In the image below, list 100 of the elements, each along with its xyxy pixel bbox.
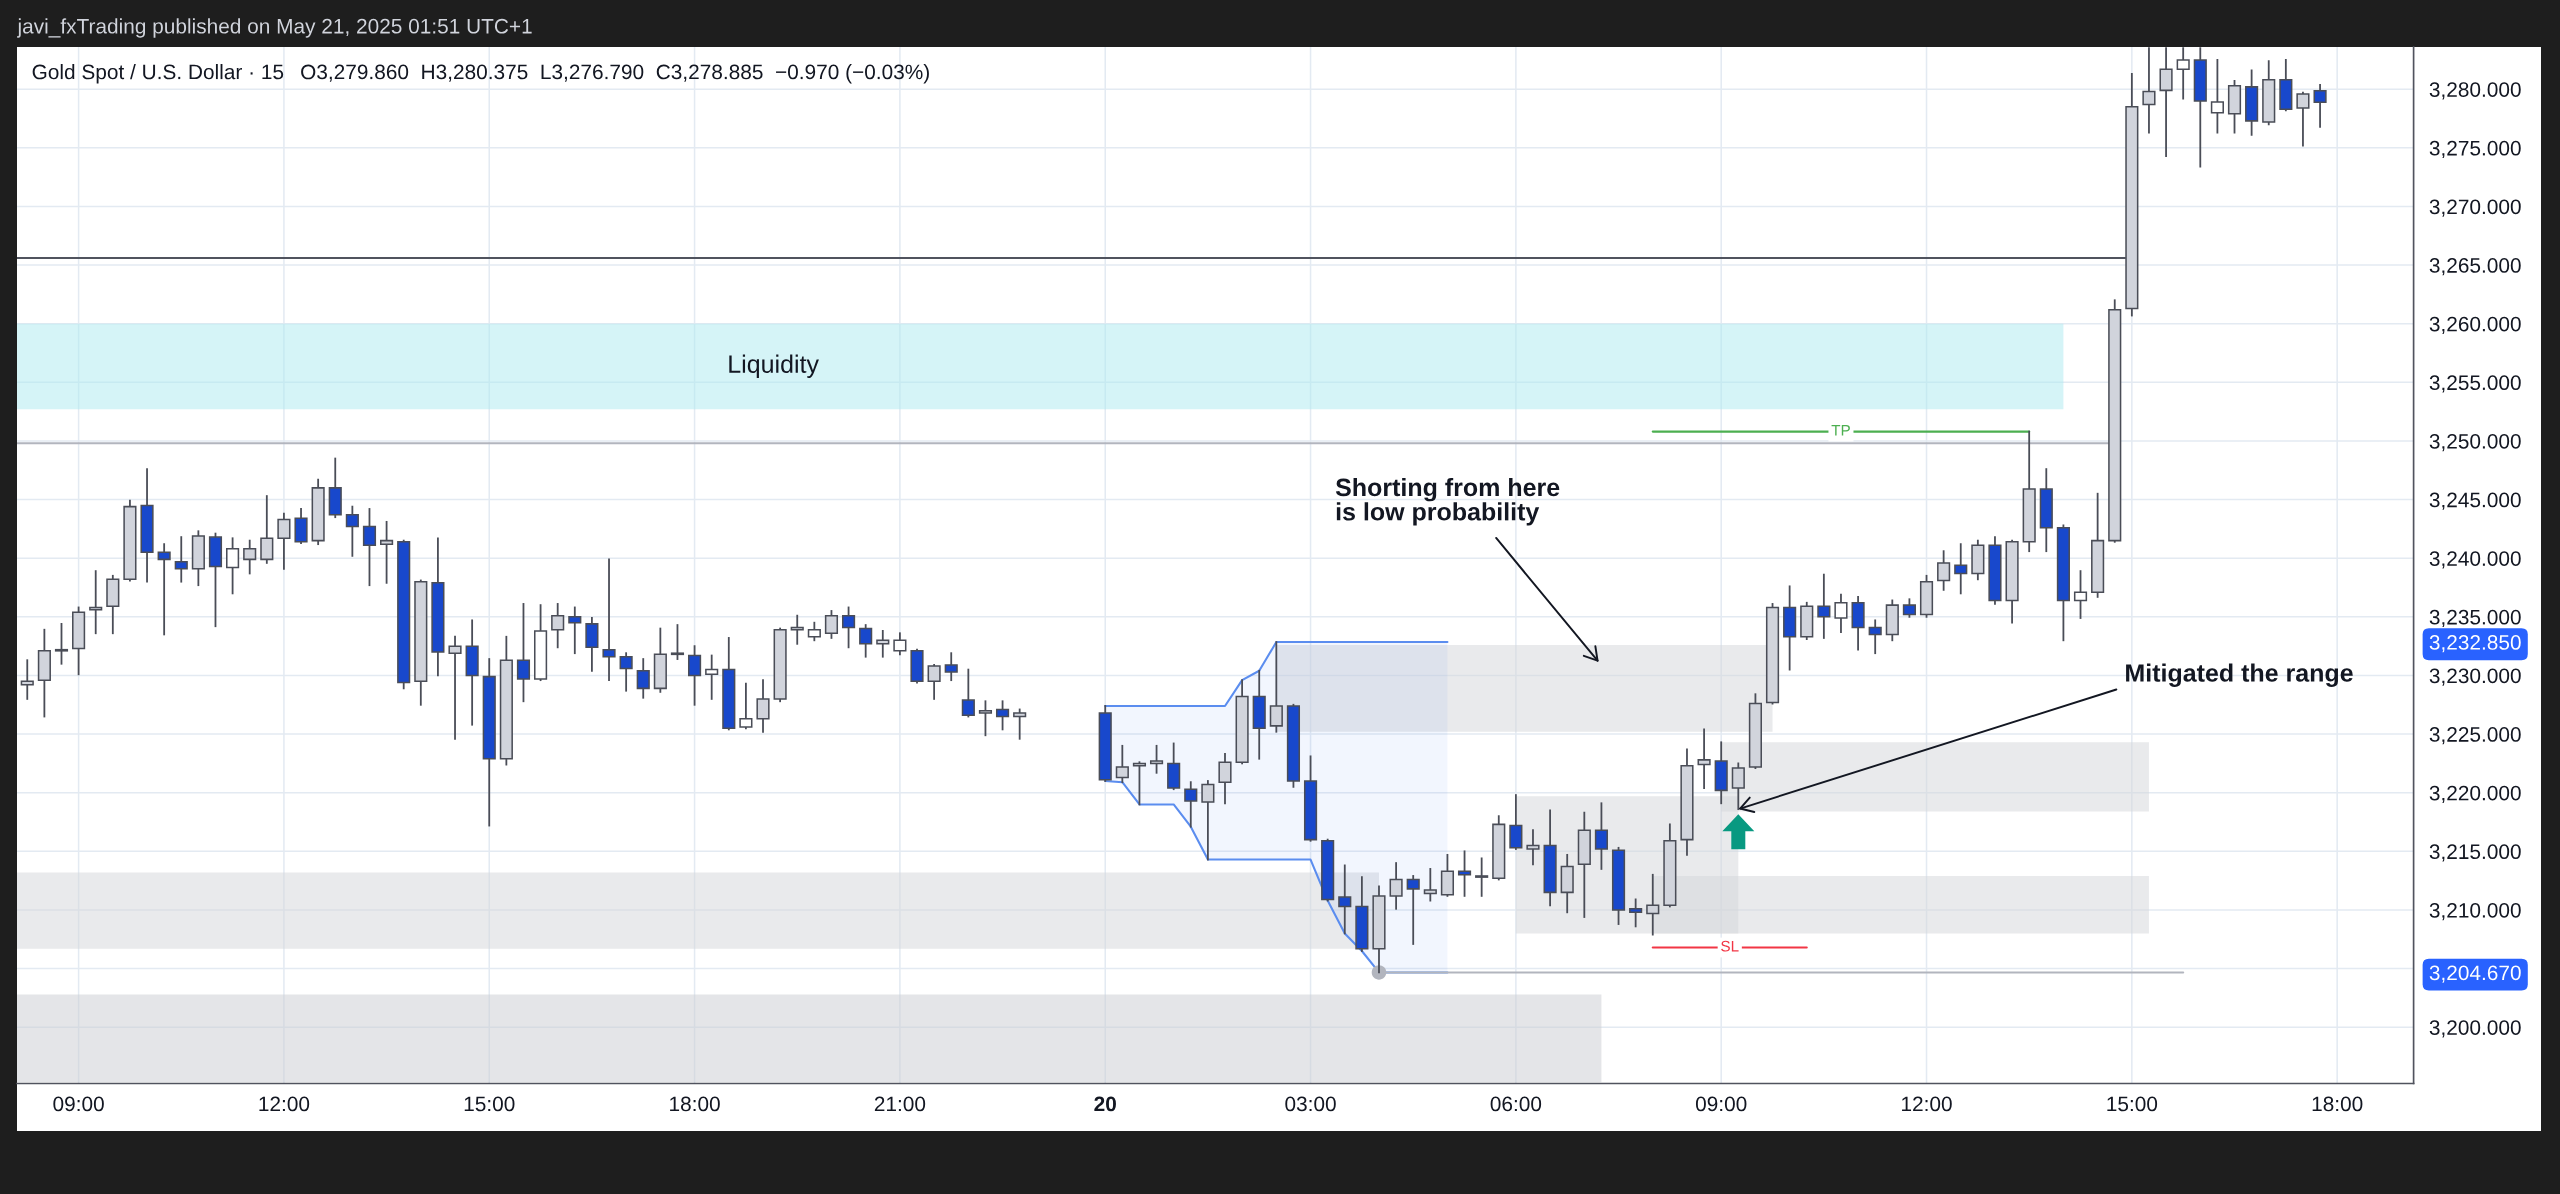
line-series [1104,641,1449,707]
y-tick-label: 3,220.000 [2429,785,2521,803]
y-tick-label: 3,245.000 [2429,492,2521,510]
text: Gold Spot / U.S. Dollar · 15 [32,63,284,84]
annotation: Liquidity [729,354,819,378]
candlestick [1440,853,1455,897]
candlestick [670,624,685,660]
candlestick [1475,857,1489,897]
candlestick [568,606,582,655]
y-tick-label: 3,215.000 [2429,844,2521,862]
candlestick [602,558,616,682]
candlestick [226,537,240,595]
candlestick [687,645,702,706]
candlestick [1526,829,1540,866]
candlestick [1269,641,1283,733]
x-tick-label: 21:00 [874,1096,926,1112]
candlestick [2210,58,2224,134]
y-tick-label: 3,225.000 [2429,727,2521,745]
candlestick [1389,862,1403,910]
candlestick [1013,708,1027,740]
series-label: SL [1721,940,1739,952]
y-tick-label: 3,232.850 [2429,635,2521,653]
x-tick-label: 18:00 [2312,1096,2363,1112]
y-tick-label: 3,230.000 [2429,668,2521,686]
candlestick [1834,593,1848,633]
candlestick [516,603,531,703]
candlestick [1149,744,1164,774]
candlestick [927,664,941,700]
candlestick [636,658,650,699]
candlestick [1646,873,1660,936]
x-tick-label: 12:00 [259,1096,310,1112]
y-tick-label: 3,240.000 [2429,551,2521,569]
y-tick-label: 3,200.000 [2429,1020,2521,1038]
candlestick [1594,802,1609,870]
text: javi_fxTrading published on May 21, 2025 01:51 UTC+1 [16,18,532,38]
y-tick-label: 3,204.670 [2429,965,2521,983]
y-tick-label: 3,250.000 [2429,433,2521,452]
candlestick [1509,794,1523,850]
x-tick-label: 12:00 [1902,1096,1952,1112]
candlestick [243,539,257,575]
candlestick [739,682,753,730]
y-tick-label: 3,270.000 [2429,199,2521,217]
candlestick [859,624,873,658]
candlestick [260,495,274,564]
candlestick [705,654,719,700]
candlestick [2073,570,2088,619]
text: O3,279.860 H3,280.375 L3,276.790 C3,278.885 −0.970 (−0.03%) [301,63,929,84]
candlestick [174,536,188,583]
y-tick-label: 3,275.000 [2429,140,2521,159]
candlestick [1132,761,1147,806]
x-tick-label: 09:00 [53,1096,104,1112]
candlestick [619,652,633,692]
candlestick [1954,543,1968,595]
candlestick [876,630,890,658]
candlestick [1697,728,1711,789]
series-label: TP [1831,425,1850,436]
candlestick [89,570,103,635]
candlestick [1629,898,1643,928]
candlestick [1406,875,1420,945]
annotation: Shorting from here is low probability [1335,477,1560,526]
candlestick [2176,47,2190,100]
x-tick-label: 09:00 [1695,1096,1747,1112]
candlestick [1201,780,1215,861]
x-tick-label: 18:00 [670,1096,720,1112]
candlestick [1817,573,1831,639]
y-tick-label: 3,210.000 [2429,902,2521,921]
x-tick-label: 15:00 [464,1096,515,1112]
candlestick [961,668,975,718]
candlestick [1731,762,1745,811]
candlestick [1868,619,1882,655]
candlestick [2313,83,2327,128]
candlestick [2159,47,2173,157]
candlestick [790,614,804,645]
y-tick-label: 3,265.000 [2429,258,2521,276]
x-tick-label: 06:00 [1490,1096,1542,1112]
candlestick [345,505,359,557]
candlestick [1338,864,1352,935]
candlestick [277,512,291,570]
candlestick [551,603,565,649]
candlestick [893,632,907,656]
candlestick [944,652,958,682]
candlestick [841,606,856,649]
candlestick [1423,868,1437,902]
annotation: Mitigated the range [2126,663,2353,687]
candlestick [1457,850,1472,897]
y-tick-label: 3,260.000 [2429,316,2521,334]
candlestick [20,659,34,700]
candlestick [1937,550,1951,591]
candlestick [2296,91,2310,147]
candlestick [1115,744,1129,784]
candlestick [824,610,839,639]
y-tick-label: 3,235.000 [2429,609,2521,628]
candlestick [585,617,599,672]
y-tick-label: 3,255.000 [2429,375,2521,393]
candlestick [2142,47,2156,134]
candlestick [756,679,770,733]
candlestick [362,508,377,587]
candlestick [1184,781,1198,828]
y-tick-label: 3,280.000 [2429,82,2521,100]
candlestick [978,700,993,737]
